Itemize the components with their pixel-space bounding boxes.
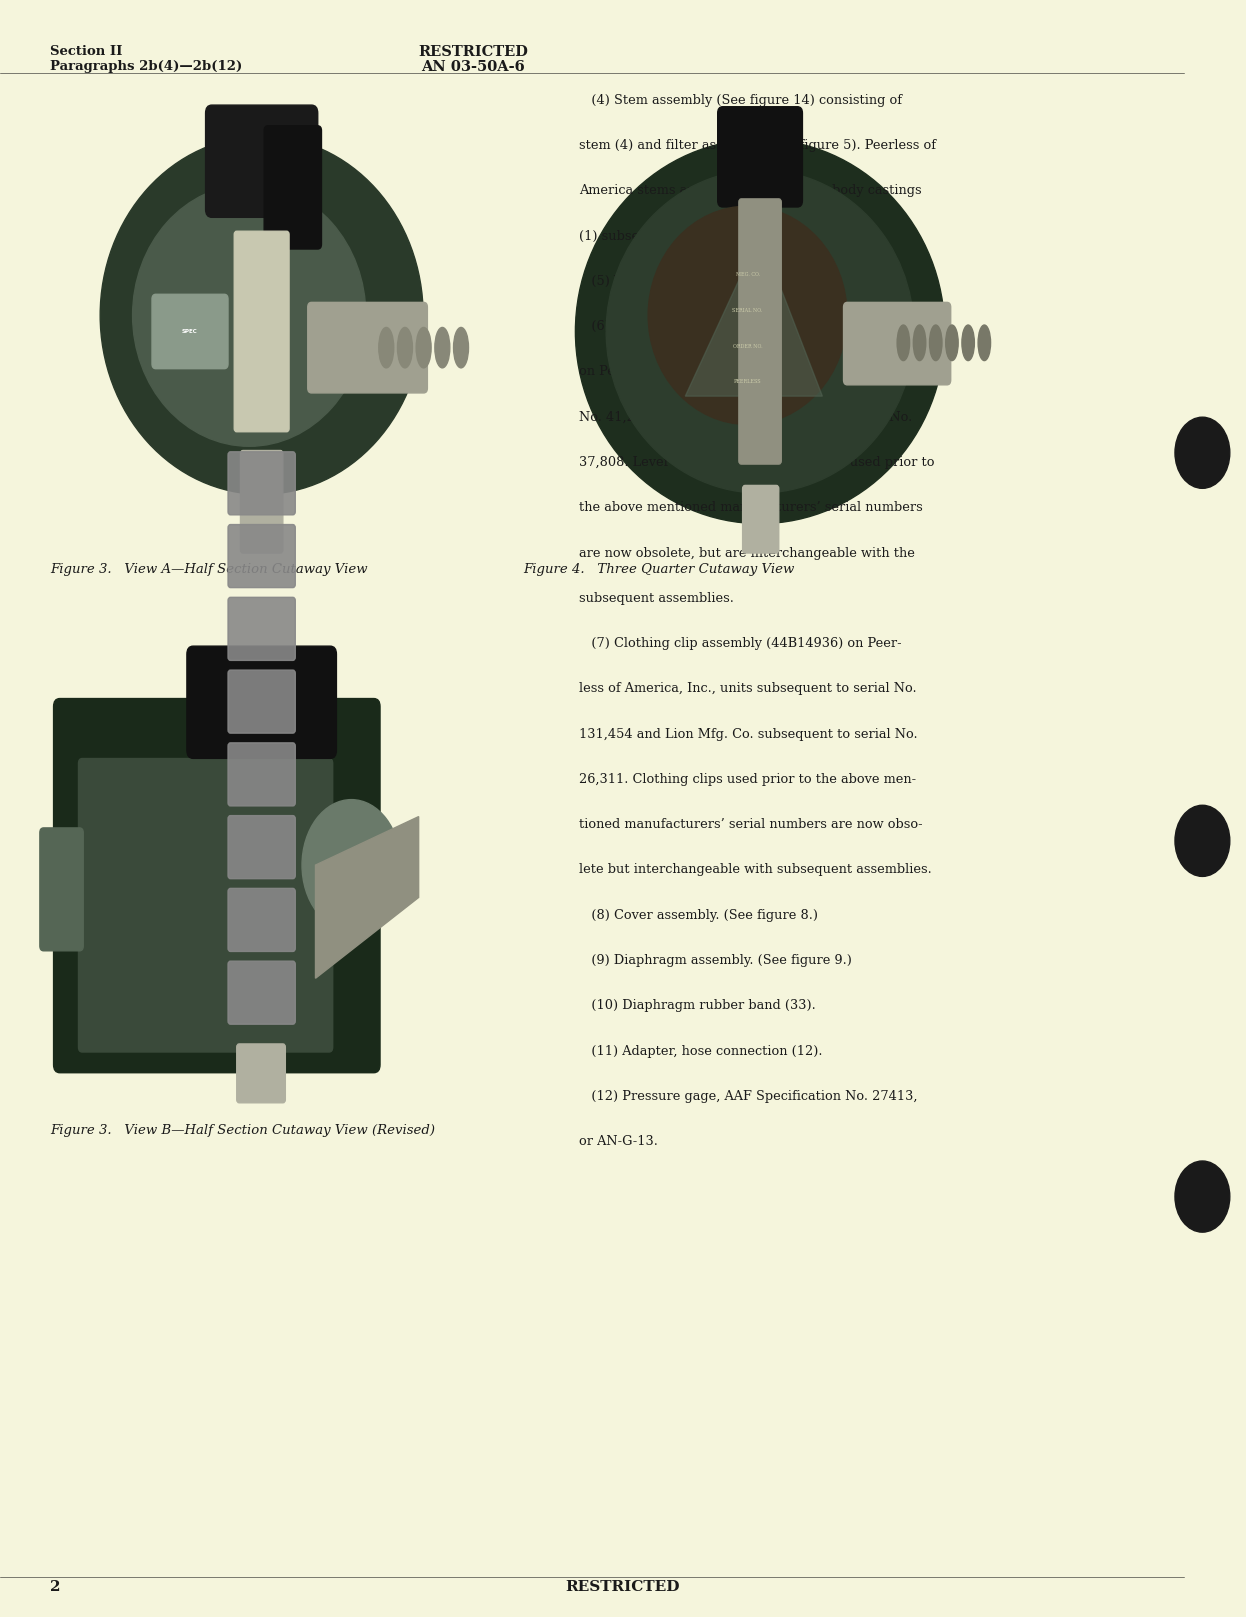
- FancyBboxPatch shape: [264, 126, 321, 249]
- Ellipse shape: [946, 325, 958, 361]
- FancyBboxPatch shape: [228, 669, 295, 733]
- Text: 37,808. Lever and main stem assemblies used prior to: 37,808. Lever and main stem assemblies u…: [579, 456, 934, 469]
- FancyBboxPatch shape: [240, 451, 283, 553]
- FancyBboxPatch shape: [228, 451, 295, 514]
- Polygon shape: [685, 234, 822, 396]
- FancyBboxPatch shape: [308, 302, 427, 393]
- Text: Figure 3.   View A—Half Section Cutaway View: Figure 3. View A—Half Section Cutaway Vi…: [50, 563, 368, 576]
- FancyBboxPatch shape: [718, 107, 802, 207]
- FancyBboxPatch shape: [187, 647, 336, 758]
- Ellipse shape: [930, 325, 942, 361]
- Ellipse shape: [576, 139, 944, 524]
- FancyBboxPatch shape: [228, 960, 295, 1024]
- FancyBboxPatch shape: [237, 1045, 285, 1103]
- Text: Paragraphs 2b(4)—2b(12): Paragraphs 2b(4)—2b(12): [50, 60, 242, 73]
- Text: (10) Diaphragm rubber band (33).: (10) Diaphragm rubber band (33).: [579, 999, 816, 1012]
- Text: America stems are interchangeable in body castings: America stems are interchangeable in bod…: [579, 184, 922, 197]
- Text: (11) Adapter, hose connection (12).: (11) Adapter, hose connection (12).: [579, 1045, 822, 1058]
- FancyBboxPatch shape: [40, 828, 83, 951]
- Text: RESTRICTED: RESTRICTED: [419, 45, 528, 60]
- Ellipse shape: [379, 327, 394, 369]
- Text: on Peerless of America, Inc., units subsequent to serial: on Peerless of America, Inc., units subs…: [579, 365, 939, 378]
- Ellipse shape: [897, 325, 910, 361]
- FancyBboxPatch shape: [228, 742, 295, 805]
- Circle shape: [1175, 805, 1230, 876]
- FancyBboxPatch shape: [743, 485, 779, 553]
- Text: (5) Valve (23).: (5) Valve (23).: [579, 275, 684, 288]
- Text: (7) Clothing clip assembly (44B14936) on Peer-: (7) Clothing clip assembly (44B14936) on…: [579, 637, 902, 650]
- Text: RESTRICTED: RESTRICTED: [566, 1580, 680, 1594]
- Text: (8) Cover assembly. (See figure 8.): (8) Cover assembly. (See figure 8.): [579, 909, 819, 922]
- Ellipse shape: [913, 325, 926, 361]
- Text: SERIAL NO.: SERIAL NO.: [733, 307, 763, 314]
- FancyBboxPatch shape: [234, 231, 289, 432]
- FancyBboxPatch shape: [152, 294, 228, 369]
- FancyBboxPatch shape: [206, 105, 318, 217]
- Text: 2: 2: [50, 1580, 60, 1594]
- Text: (4) Stem assembly (See figure 14) consisting of: (4) Stem assembly (See figure 14) consis…: [579, 94, 902, 107]
- Text: ORDER NO.: ORDER NO.: [733, 343, 763, 349]
- Text: lete but interchangeable with subsequent assemblies.: lete but interchangeable with subsequent…: [579, 863, 932, 876]
- Text: PEERLESS: PEERLESS: [734, 378, 761, 385]
- Text: 26,311. Clothing clips used prior to the above men-: 26,311. Clothing clips used prior to the…: [579, 773, 917, 786]
- Text: stem (4) and filter assembly (See figure 5). Peerless of: stem (4) and filter assembly (See figure…: [579, 139, 937, 152]
- Ellipse shape: [962, 325, 974, 361]
- Text: No. 41,274. Lion Mfg. Co. subsequent to serial No.: No. 41,274. Lion Mfg. Co. subsequent to …: [579, 411, 912, 424]
- FancyBboxPatch shape: [228, 597, 295, 660]
- Text: less of America, Inc., units subsequent to serial No.: less of America, Inc., units subsequent …: [579, 682, 917, 695]
- Text: AN 03-50A-6: AN 03-50A-6: [421, 60, 526, 74]
- Ellipse shape: [416, 327, 431, 369]
- FancyBboxPatch shape: [844, 302, 951, 385]
- Text: Figure 4.   Three Quarter Cutaway View: Figure 4. Three Quarter Cutaway View: [523, 563, 795, 576]
- Text: (1) subsequent to serial No. 10,000.: (1) subsequent to serial No. 10,000.: [579, 230, 816, 243]
- Text: MEG. CO.: MEG. CO.: [735, 272, 760, 278]
- Text: are now obsolete, but are interchangeable with the: are now obsolete, but are interchangeabl…: [579, 547, 916, 559]
- Circle shape: [1175, 417, 1230, 488]
- Ellipse shape: [435, 327, 450, 369]
- Ellipse shape: [606, 170, 915, 493]
- FancyBboxPatch shape: [739, 199, 781, 464]
- Ellipse shape: [978, 325, 991, 361]
- Ellipse shape: [302, 799, 401, 931]
- Ellipse shape: [397, 327, 412, 369]
- Text: tioned manufacturers’ serial numbers are now obso-: tioned manufacturers’ serial numbers are…: [579, 818, 923, 831]
- Text: 131,454 and Lion Mfg. Co. subsequent to serial No.: 131,454 and Lion Mfg. Co. subsequent to …: [579, 728, 918, 741]
- FancyBboxPatch shape: [228, 524, 295, 587]
- Text: Figure 3.   View B—Half Section Cutaway View (Revised): Figure 3. View B—Half Section Cutaway Vi…: [50, 1124, 435, 1137]
- Text: or AN-G-13.: or AN-G-13.: [579, 1135, 658, 1148]
- Text: the above mentioned manufacturers’ serial numbers: the above mentioned manufacturers’ seria…: [579, 501, 923, 514]
- FancyBboxPatch shape: [78, 758, 333, 1053]
- Text: (9) Diaphragm assembly. (See figure 9.): (9) Diaphragm assembly. (See figure 9.): [579, 954, 852, 967]
- Ellipse shape: [454, 327, 468, 369]
- Ellipse shape: [100, 136, 424, 495]
- Polygon shape: [315, 817, 419, 978]
- Text: Section II: Section II: [50, 45, 122, 58]
- Text: subsequent assemblies.: subsequent assemblies.: [579, 592, 734, 605]
- FancyBboxPatch shape: [228, 815, 295, 878]
- Ellipse shape: [648, 205, 847, 424]
- FancyBboxPatch shape: [228, 888, 295, 951]
- Circle shape: [1175, 1161, 1230, 1232]
- Text: SPEC: SPEC: [182, 328, 197, 335]
- Text: (12) Pressure gage, AAF Specification No. 27413,: (12) Pressure gage, AAF Specification No…: [579, 1090, 918, 1103]
- Ellipse shape: [132, 184, 366, 446]
- FancyBboxPatch shape: [54, 699, 380, 1072]
- Text: (6) Lever and main stem assembly (See figure 6): (6) Lever and main stem assembly (See fi…: [579, 320, 911, 333]
